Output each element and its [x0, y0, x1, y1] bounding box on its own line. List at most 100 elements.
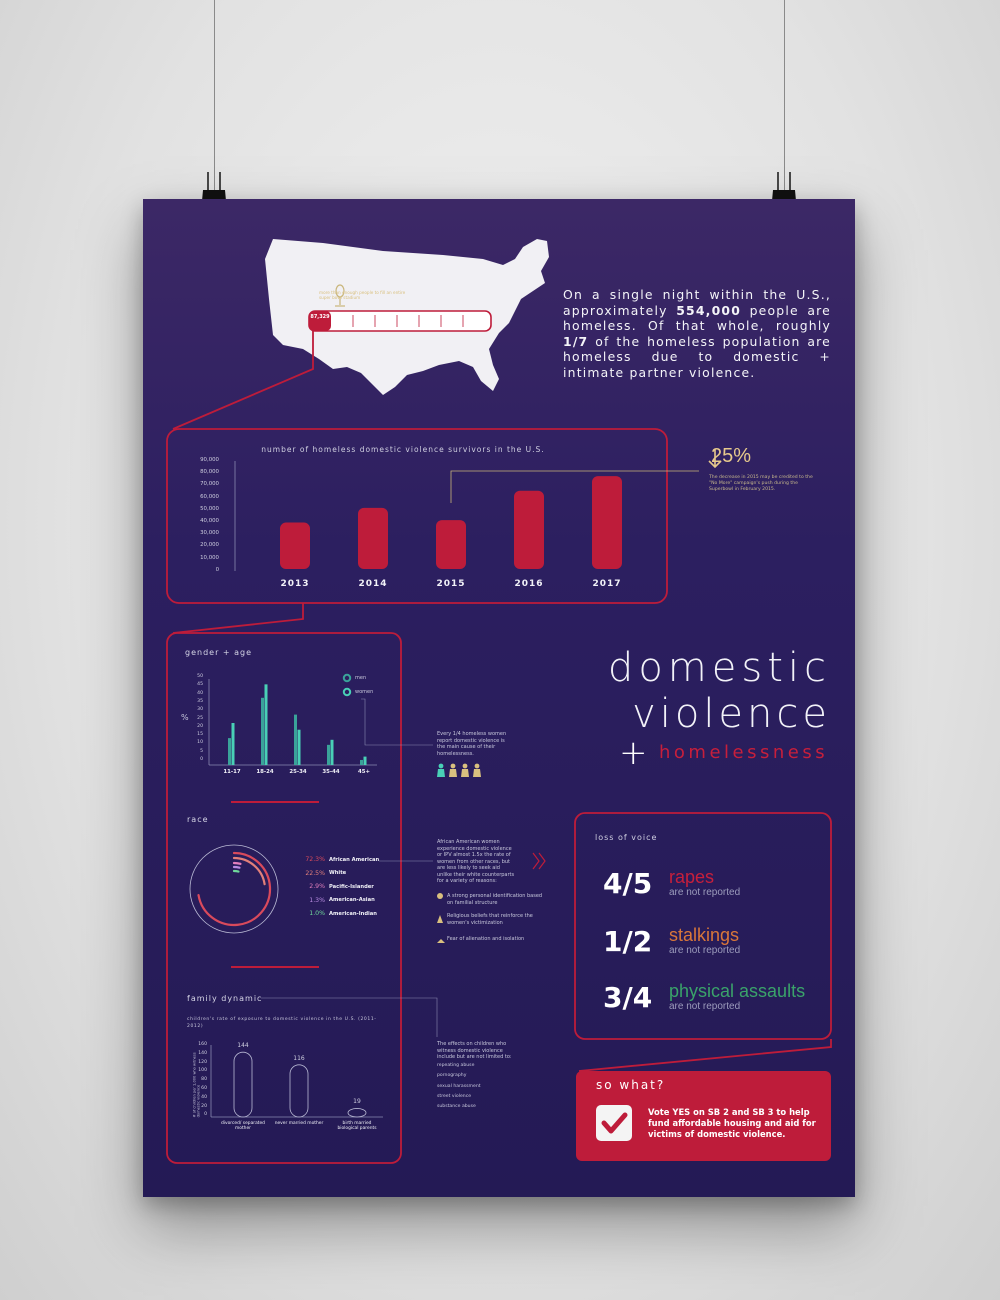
y-tick: 70,000 [200, 481, 219, 488]
y-tick: 10,000 [200, 554, 219, 561]
y-tick: 100 [198, 1068, 207, 1074]
y-tick: 50 [197, 674, 203, 679]
double-chevron-icon [532, 852, 546, 870]
y-tick: 25 [197, 715, 203, 721]
race-pct: 22.5% [305, 869, 325, 877]
y-tick: 20 [201, 1103, 207, 1109]
map-connector [172, 331, 314, 430]
donut-arc-white [232, 856, 266, 886]
bar-men-25-34 [294, 714, 297, 765]
hanging-string-right [784, 0, 785, 190]
voice-connector [578, 1039, 832, 1072]
donut-arc-african-american [197, 851, 272, 927]
race-reason-3: Fear of alienation and isolation [447, 936, 525, 942]
headline-violence: violence [632, 691, 831, 737]
trophy-icon [335, 284, 345, 307]
bar-2013 [280, 522, 310, 569]
race-pct: 1.3% [309, 896, 325, 904]
not-reported-1: are not reported [669, 945, 741, 956]
x-label-2013: 2013 [280, 579, 310, 589]
family-value-label: 116 [293, 1054, 305, 1062]
legend-men-label: men [355, 675, 367, 681]
family-effect-item: street violence [437, 1093, 472, 1099]
family-effect-item: repeating abuse [437, 1063, 475, 1068]
family-bar-1 [289, 1064, 309, 1118]
y-tick: 10 [197, 740, 203, 746]
y-tick: 60 [201, 1086, 207, 1091]
x-label-2016: 2016 [514, 579, 544, 589]
fraction-2: 3/4 [603, 981, 653, 1014]
family-note: The effects on children who witness dome… [437, 1041, 512, 1060]
family-bars [233, 1051, 367, 1118]
gender-bars [228, 684, 367, 765]
x-label-45+: 45+ [357, 769, 371, 775]
y-tick: 0 [200, 757, 203, 762]
map-callout: more than enough people to fill an entir… [319, 290, 406, 300]
race-donut [189, 844, 279, 934]
women-icons [437, 763, 481, 777]
x-label-2014: 2014 [358, 579, 388, 589]
capacity-dividers [352, 315, 464, 327]
gender-label: gender + age [185, 648, 253, 657]
headline-plus: + [619, 733, 648, 773]
bar-chart-frame [166, 428, 668, 604]
bar-women-11-17 [231, 723, 235, 765]
family-bar-0 [233, 1051, 253, 1118]
decrease-stat: 25% [711, 445, 752, 467]
y-tick: 90,000 [200, 457, 219, 463]
loss-of-voice-title: loss of voice [595, 833, 658, 842]
y-tick: 40,000 [200, 518, 219, 524]
so-what-title: so what? [596, 1078, 666, 1092]
hanging-string-left [214, 0, 215, 190]
race-pct: 2.9% [309, 883, 325, 891]
race-note: African American women experience domest… [437, 839, 515, 884]
checkbox-icon[interactable] [596, 1105, 632, 1141]
y-tick: 15 [197, 732, 203, 738]
bar-women-25-34 [297, 729, 301, 765]
y-tick: 80 [201, 1077, 207, 1083]
reason-icons [437, 893, 445, 943]
isolation-icon [437, 939, 445, 943]
bar-women-45+ [363, 756, 367, 765]
bar-women-35-44 [330, 739, 334, 765]
legend-women-dot [342, 687, 352, 697]
bar-chart-bars [280, 476, 622, 569]
family-value-label: 19 [353, 1098, 361, 1106]
left-panel-frame [166, 632, 402, 1164]
infographic-poster: more than enough people to fill an entir… [143, 199, 855, 1197]
y-tick: 45 [197, 682, 203, 688]
donut-arc-american-asian [232, 865, 241, 869]
x-label-2015: 2015 [436, 579, 466, 589]
callout-line-2015 [450, 470, 699, 503]
capacity-fill [309, 311, 331, 331]
race-reason-2: Religious beliefs that reinforce the wom… [447, 913, 533, 926]
gender-note: Every 1/4 homeless women report domestic… [437, 731, 507, 757]
bar-chart-title: number of homeless domestic violence sur… [261, 445, 545, 454]
capacity-bar [308, 310, 492, 332]
x-label-11-17: 11-17 [223, 769, 241, 775]
bar-2017 [592, 476, 622, 569]
headline-domestic: domestic [607, 645, 831, 691]
headline-homelessness: homelessness [659, 742, 829, 763]
crime-1: stalkings [669, 925, 740, 945]
race-reason-1: A strong personal identification based o… [447, 893, 543, 906]
donut-arc-pacific-islander [232, 861, 242, 865]
y-tick: 120 [198, 1059, 207, 1065]
loss-of-voice-frame [574, 812, 832, 1040]
race-name: American-Indian [329, 910, 378, 917]
y-tick: 0 [204, 1112, 207, 1118]
vote-text: Vote YES on SB 2 and SB 3 to help fund a… [648, 1107, 816, 1139]
family-x-label: never married mother [274, 1121, 324, 1126]
family-x-label: birth married biological parents [337, 1121, 377, 1132]
race-pct: 72.3% [305, 856, 325, 863]
family-value-label: 144 [237, 1042, 249, 1050]
y-tick: 40 [197, 690, 203, 696]
race-pct: 1.0% [309, 910, 325, 918]
y-tick: 60,000 [200, 493, 219, 500]
family-bar-2 [347, 1108, 367, 1118]
y-tick: 160 [198, 1042, 207, 1047]
decrease-note: The decrease in 2015 may be credited to … [709, 475, 813, 492]
family-effect-item: sexual harassment [437, 1083, 481, 1089]
legend-men-dot [342, 673, 352, 683]
y-tick: 80,000 [200, 469, 219, 476]
